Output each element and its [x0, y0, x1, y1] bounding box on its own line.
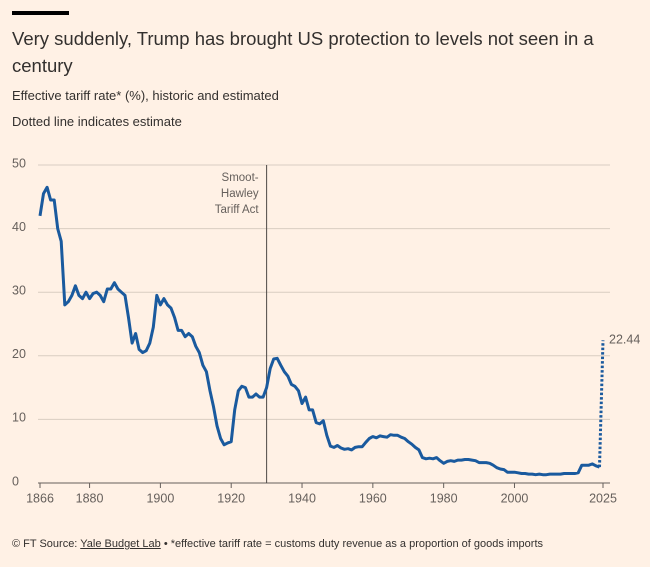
- y-tick-label: 10: [12, 411, 26, 425]
- x-tick-label: 1866: [26, 491, 54, 505]
- line-series: [38, 185, 601, 477]
- x-tick-label: 1880: [76, 491, 104, 505]
- annotation-text: Tariff Act: [215, 204, 260, 216]
- annotation-text: Hawley: [221, 188, 259, 200]
- footer-text: • *effective tariff rate = customs duty …: [163, 538, 544, 550]
- y-tick-label: 50: [12, 156, 26, 170]
- x-tick-label: 2000: [501, 491, 529, 505]
- chart-title: Very suddenly, Trump has brought US prot…: [12, 28, 594, 76]
- x-tick-label: 1900: [146, 491, 174, 505]
- chart-subtitle: Effective tariff rate* (%), historic and…: [12, 88, 279, 103]
- annotation-text: Smoot-: [222, 172, 259, 184]
- end-label: 22.44: [609, 333, 640, 347]
- y-tick-label: 0: [12, 474, 19, 488]
- line-series: [598, 340, 605, 468]
- y-tick-label: 20: [12, 347, 26, 361]
- y-tick-label: 30: [12, 283, 26, 297]
- x-tick-label: 2025: [589, 491, 617, 505]
- chart-note: Dotted line indicates estimate: [12, 114, 182, 129]
- ft-bar: [12, 11, 69, 15]
- footer: © FT Source: Yale Budget Lab • *effectiv…: [12, 538, 543, 550]
- x-tick-label: 1920: [217, 491, 245, 505]
- y-tick-label: 40: [12, 220, 26, 234]
- x-tick-label: 1960: [359, 491, 387, 505]
- x-tick-label: 1940: [288, 491, 316, 505]
- source-link[interactable]: Yale Budget Lab: [80, 538, 161, 550]
- x-tick-label: 1980: [430, 491, 458, 505]
- footer-prefix: © FT Source:: [12, 538, 78, 550]
